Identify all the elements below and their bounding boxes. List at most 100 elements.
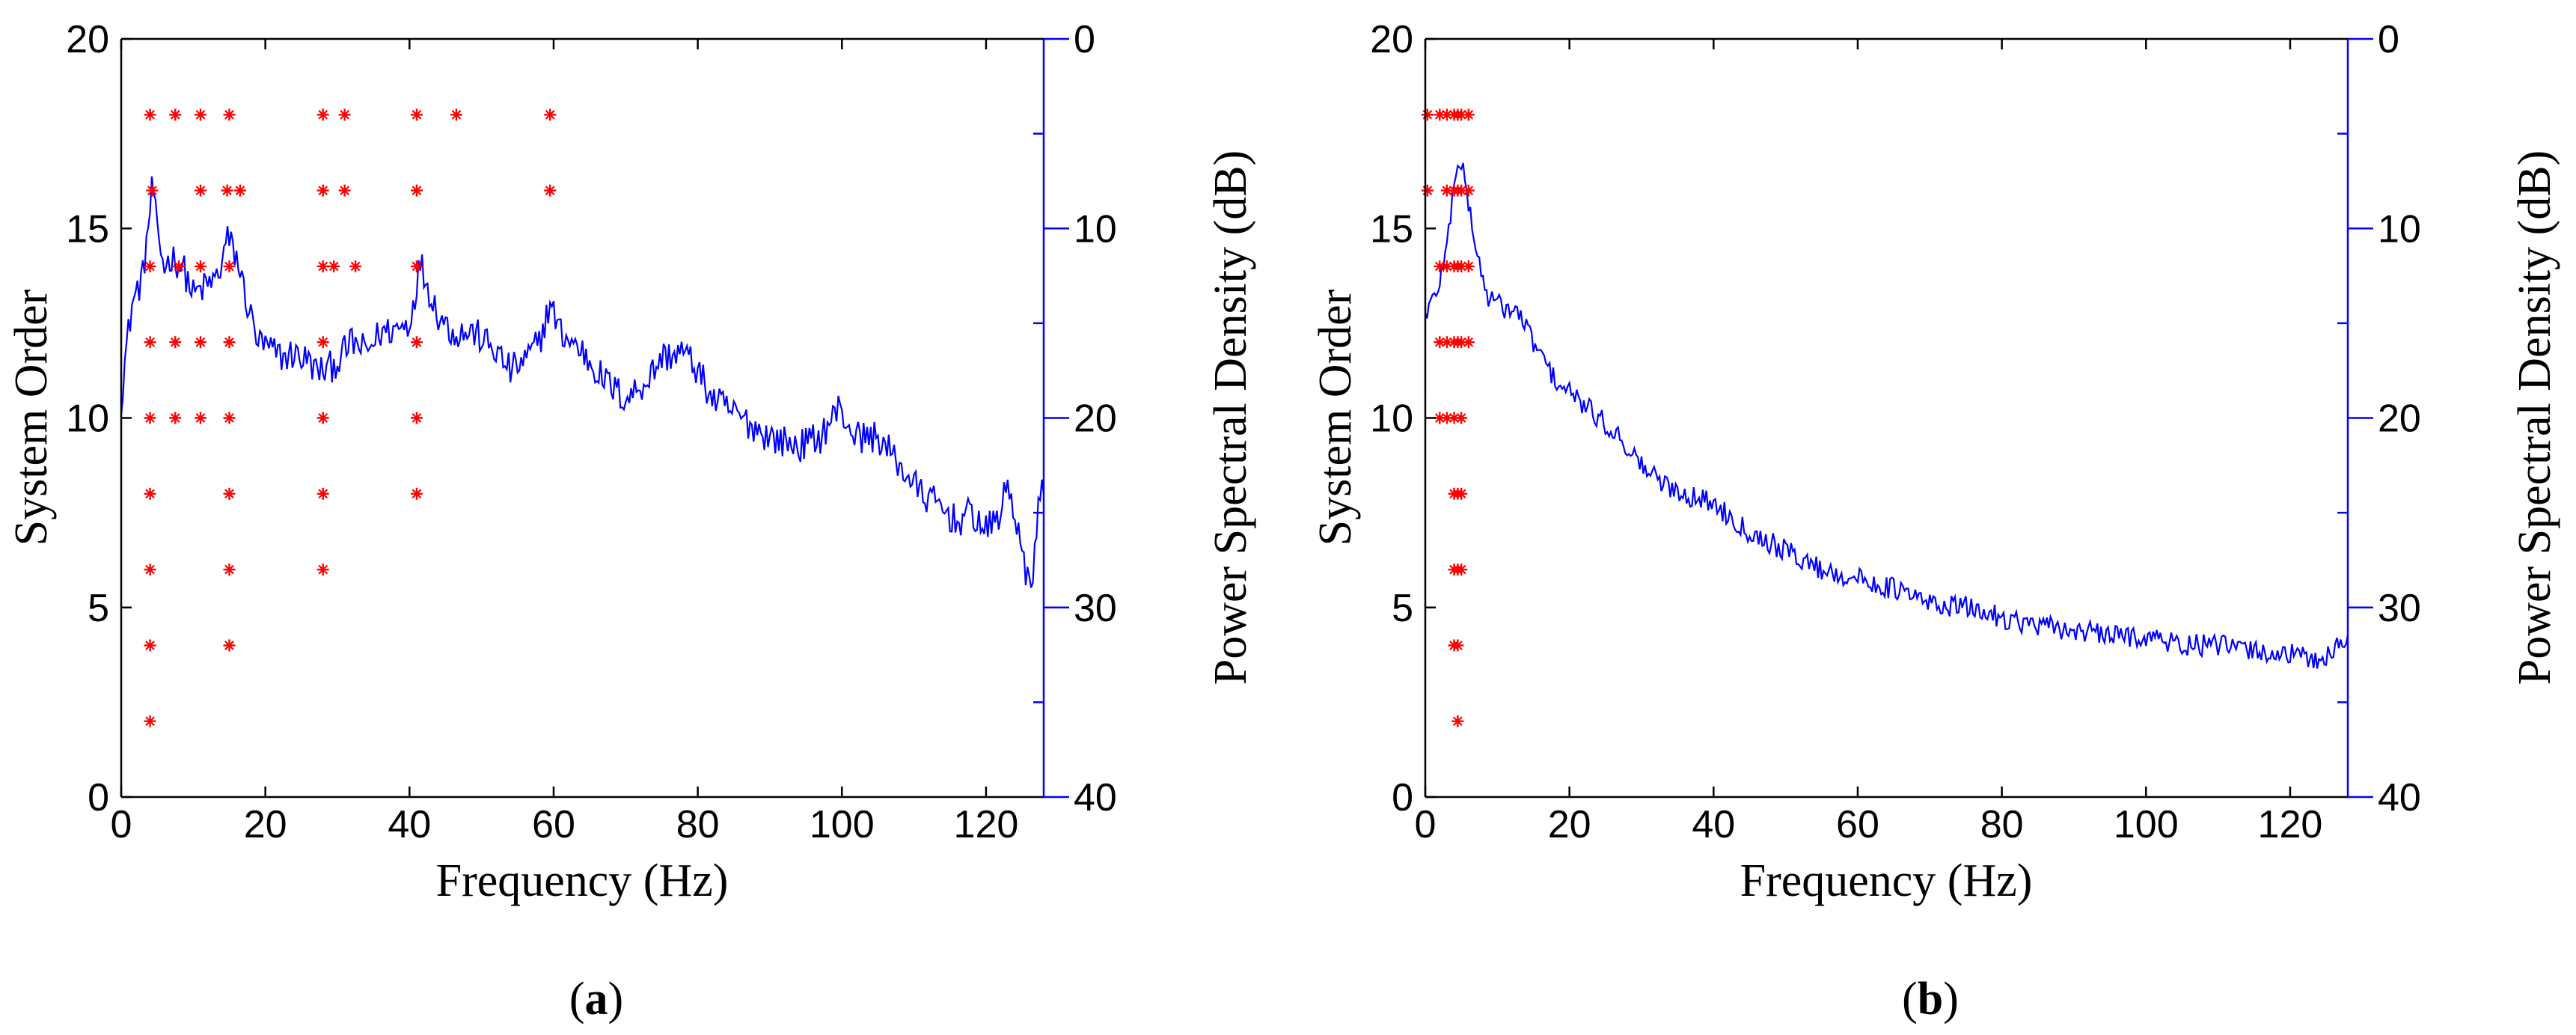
x-tick-label: 100: [810, 803, 875, 846]
x-tick-label: 80: [676, 803, 720, 846]
stabilization-series: [1421, 109, 1475, 727]
x-tick-label: 80: [1980, 803, 2024, 846]
stabilization-marker: [223, 639, 236, 652]
stabilization-marker: [544, 184, 557, 197]
stabilization-marker: [169, 412, 182, 424]
stabilization-marker: [1462, 184, 1475, 197]
panel-label-b: (b): [1902, 974, 1959, 1025]
stabilization-marker: [450, 109, 462, 121]
x-tick-label: 20: [244, 803, 287, 846]
stabilization-marker: [1440, 109, 1453, 121]
panel-b: 0 20 40 60 80 100 120 0 5 10 15 20 0 10 20 30 40 Frequ…: [1310, 18, 2560, 1025]
stabilization-marker: [194, 260, 206, 272]
stabilization-marker: [144, 260, 156, 272]
stabilization-marker: [1462, 336, 1475, 349]
stabilization-marker: [1421, 184, 1434, 197]
y-tick-label-left: 5: [1392, 587, 1413, 630]
x-tick-label: 40: [1692, 803, 1735, 846]
y-tick-label-left: 15: [66, 207, 109, 251]
stabilization-marker: [194, 184, 206, 197]
psd-series: [1424, 162, 2349, 669]
stabilization-marker: [223, 336, 236, 349]
panel-a: 0 20 40 60 80 100 120 0 5 10 15 20 0 10 20 30 40 Frequ…: [6, 18, 1256, 1025]
y-tick-label-right: 40: [1074, 776, 1117, 819]
stabilization-marker: [194, 336, 206, 349]
stabilization-marker: [1451, 639, 1464, 652]
stabilization-marker: [144, 109, 156, 121]
y-tick-label-right: 10: [1074, 207, 1117, 251]
stabilization-marker: [144, 715, 156, 727]
stabilization-marker: [144, 412, 156, 424]
stabilization-marker: [1462, 260, 1475, 272]
x-tick-label: 60: [532, 803, 575, 846]
stabilization-marker: [144, 564, 156, 576]
y-tick-label-left: 20: [1370, 18, 1413, 61]
x-tick-label: 100: [2114, 803, 2179, 846]
y-tick-label-left: 20: [66, 18, 109, 61]
stabilization-marker: [410, 260, 423, 272]
stabilization-marker: [1455, 487, 1468, 500]
psd-line: [120, 176, 1045, 588]
y-tick-label-right: 30: [1074, 587, 1117, 630]
stabilization-marker: [410, 336, 423, 349]
stabilization-marker: [169, 336, 182, 349]
stabilization-marker: [410, 412, 423, 424]
stabilization-marker: [223, 260, 236, 272]
y-tick-label-left: 5: [88, 587, 109, 630]
x-tick-label: 120: [2258, 803, 2323, 846]
stabilization-marker: [194, 412, 206, 424]
x-tick-label: 0: [111, 803, 132, 846]
left-axis-title: System Order: [1310, 289, 1361, 546]
stabilization-marker: [349, 260, 362, 272]
y-tick-label-right: 30: [2378, 587, 2421, 630]
right-axis-title: Power Spectral Density (dB): [2509, 150, 2560, 686]
x-axis-ticks: 0 20 40 60 80 100 120: [111, 39, 1019, 846]
stabilization-marker: [194, 109, 206, 121]
y-tick-label-left: 0: [1392, 776, 1413, 819]
x-tick-label: 120: [954, 803, 1019, 846]
y-tick-label-right: 0: [1074, 18, 1095, 61]
right-axis-ticks: 0 10 20 30 40: [2337, 18, 2421, 819]
stabilization-marker: [146, 184, 159, 197]
stabilization-marker: [316, 564, 329, 576]
x-tick-label: 60: [1836, 803, 1879, 846]
stabilization-marker: [338, 184, 351, 197]
stabilization-marker: [1455, 412, 1468, 424]
y-tick-label-right: 10: [2378, 207, 2421, 251]
stabilization-marker: [144, 487, 156, 500]
stabilization-marker: [221, 184, 233, 197]
x-axis-title: Frequency (Hz): [436, 855, 729, 906]
panel-label-a: (a): [569, 974, 623, 1025]
stabilization-marker: [223, 487, 236, 500]
stabilization-marker: [410, 184, 423, 197]
stabilization-marker: [316, 260, 329, 272]
x-axis-ticks: 0 20 40 60 80 100 120: [1415, 39, 2323, 846]
stabilization-marker: [1440, 336, 1453, 349]
stabilization-marker: [410, 487, 423, 500]
stabilization-marker: [316, 184, 329, 197]
psd-line: [1424, 162, 2349, 669]
stabilization-marker: [544, 109, 557, 121]
stabilization-marker: [1462, 109, 1475, 121]
stabilization-marker: [169, 109, 182, 121]
stabilization-marker: [1451, 715, 1464, 727]
left-axis-ticks: 0 5 10 15 20: [1370, 18, 1436, 819]
stabilization-marker: [316, 487, 329, 500]
stabilization-marker: [233, 184, 246, 197]
x-tick-label: 0: [1415, 803, 1437, 846]
stabilization-marker: [316, 412, 329, 424]
x-tick-label: 20: [1548, 803, 1591, 846]
stabilization-series: [144, 109, 557, 727]
stabilization-marker: [328, 260, 340, 272]
y-tick-label-right: 0: [2378, 18, 2399, 61]
stabilization-marker: [316, 336, 329, 349]
left-axis-title: System Order: [6, 289, 57, 546]
x-tick-label: 40: [388, 803, 431, 846]
y-tick-label-left: 10: [66, 397, 109, 441]
right-axis-ticks: 0 10 20 30 40: [1033, 18, 1117, 819]
y-tick-label-left: 15: [1370, 207, 1413, 251]
y-tick-label-left: 0: [88, 776, 109, 819]
stabilization-marker: [223, 109, 236, 121]
